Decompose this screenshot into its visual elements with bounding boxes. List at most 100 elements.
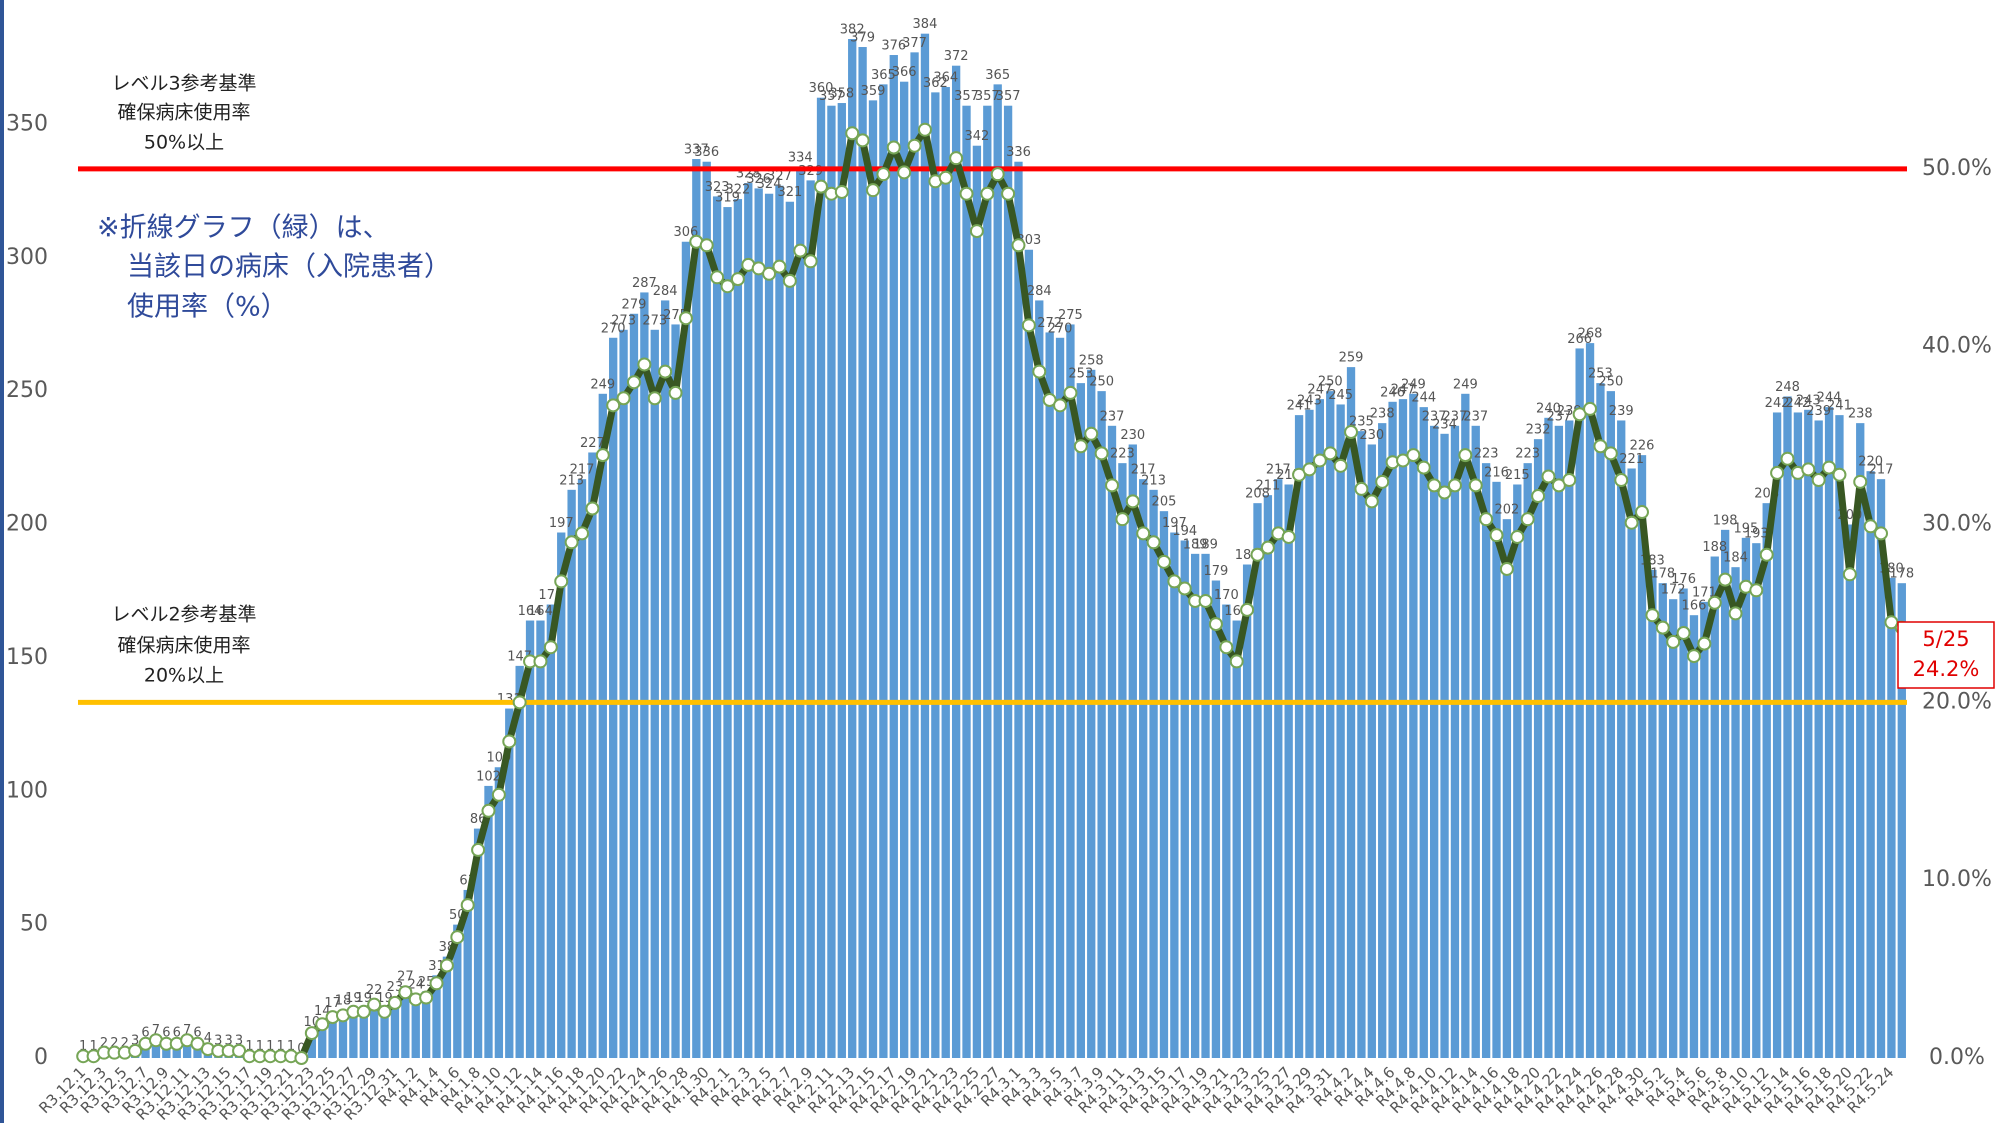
bar-value-label: 179	[1204, 564, 1229, 579]
bar-value-label: 230	[1359, 428, 1384, 443]
bar	[1274, 479, 1283, 1059]
bar	[629, 313, 639, 1059]
bar	[1087, 369, 1096, 1058]
bar	[1481, 463, 1491, 1059]
line-marker	[990, 167, 1005, 182]
bar-value-label: 250	[1318, 375, 1343, 390]
bar	[1793, 412, 1803, 1059]
line-marker	[949, 151, 964, 166]
bar	[473, 828, 483, 1058]
bar	[868, 100, 878, 1059]
bar-value-label: 337	[684, 143, 709, 158]
line-marker	[1053, 398, 1068, 413]
bar	[775, 185, 784, 1059]
bar-value-label: 242	[1785, 396, 1810, 411]
bar-value-label: 323	[705, 180, 730, 195]
bar-value-label: 164	[528, 604, 553, 619]
bar-value-label: 322	[725, 183, 750, 198]
annotation-line: 20%以上	[144, 665, 224, 687]
bar	[1772, 412, 1782, 1059]
line-marker	[1863, 519, 1878, 534]
line-marker	[1541, 469, 1556, 484]
bar	[764, 193, 774, 1059]
bar-value-label: 226	[1630, 439, 1655, 454]
bar	[1097, 391, 1106, 1058]
line-marker	[876, 167, 891, 182]
bar	[370, 999, 379, 1058]
line-marker	[772, 259, 787, 274]
bar	[1430, 425, 1439, 1058]
bar-value-label: 376	[881, 39, 906, 54]
bar-value-label: 198	[1713, 513, 1738, 528]
bar	[1523, 463, 1532, 1059]
bar	[1783, 396, 1792, 1059]
line-marker	[678, 311, 693, 326]
line-marker	[814, 179, 829, 194]
line-marker	[1510, 529, 1525, 544]
bar	[421, 991, 431, 1058]
bar-value-label: 357	[996, 89, 1021, 104]
bar	[1866, 471, 1875, 1058]
bar-value-label: 217	[1266, 463, 1291, 478]
line-marker	[1146, 535, 1161, 550]
bar	[1606, 391, 1615, 1058]
bar	[962, 105, 971, 1058]
bar	[806, 180, 815, 1058]
line-marker	[1624, 515, 1639, 530]
bar	[442, 956, 452, 1058]
bar	[1024, 249, 1034, 1058]
bar-value-label: 1	[256, 1039, 264, 1054]
bar	[359, 1007, 368, 1058]
bar	[733, 199, 743, 1058]
line-marker	[917, 122, 932, 137]
bar-series	[79, 33, 1906, 1059]
line-marker	[1728, 606, 1743, 621]
bar	[1627, 468, 1636, 1058]
bar-value-label: 176	[1671, 572, 1696, 587]
bar-value-label: 247	[1391, 383, 1416, 398]
bar-value-label: 243	[1796, 393, 1821, 408]
bar	[1180, 540, 1189, 1058]
callout-date: 5/25	[1922, 627, 1969, 651]
y-tick-label: 200	[6, 512, 48, 537]
bar	[1014, 161, 1023, 1059]
bar	[692, 159, 701, 1059]
bar	[879, 84, 888, 1059]
bar	[1471, 425, 1480, 1058]
y-tick-label: 50	[20, 912, 48, 937]
bar	[640, 292, 649, 1058]
line-marker	[959, 186, 974, 201]
bar	[411, 993, 420, 1058]
bar-value-label: 3	[131, 1033, 139, 1048]
bar-value-label: 19	[345, 991, 362, 1006]
bar-value-label: 171	[1692, 585, 1717, 600]
line-marker	[845, 126, 860, 141]
bar-value-label: 379	[850, 31, 875, 46]
line-marker	[1302, 462, 1317, 477]
bar-value-label: 1	[266, 1039, 274, 1054]
line-marker	[1770, 465, 1785, 480]
line-marker	[1105, 478, 1120, 493]
bar-value-label: 172	[1661, 583, 1686, 598]
bar-value-label: 334	[788, 151, 813, 166]
bar	[1003, 105, 1013, 1058]
bar-value-label: 217	[570, 463, 595, 478]
bar	[712, 196, 722, 1058]
bar	[588, 452, 597, 1058]
y-tick-label: 100	[6, 778, 48, 803]
line-marker	[575, 526, 590, 541]
line-marker	[1801, 462, 1816, 477]
bar	[1076, 383, 1085, 1058]
line-marker	[1603, 446, 1618, 461]
bar	[1492, 481, 1501, 1058]
y2-tick-label: 30.0%	[1922, 512, 1992, 537]
line-marker	[543, 640, 558, 655]
line-marker	[1032, 364, 1047, 379]
bar	[1440, 433, 1449, 1058]
bar-value-label: 284	[1027, 284, 1052, 299]
bar	[1617, 420, 1626, 1058]
bar	[1253, 503, 1262, 1058]
line-marker	[387, 995, 402, 1010]
bar-value-label: 234	[1432, 417, 1457, 432]
y-tick-label: 250	[6, 378, 48, 403]
